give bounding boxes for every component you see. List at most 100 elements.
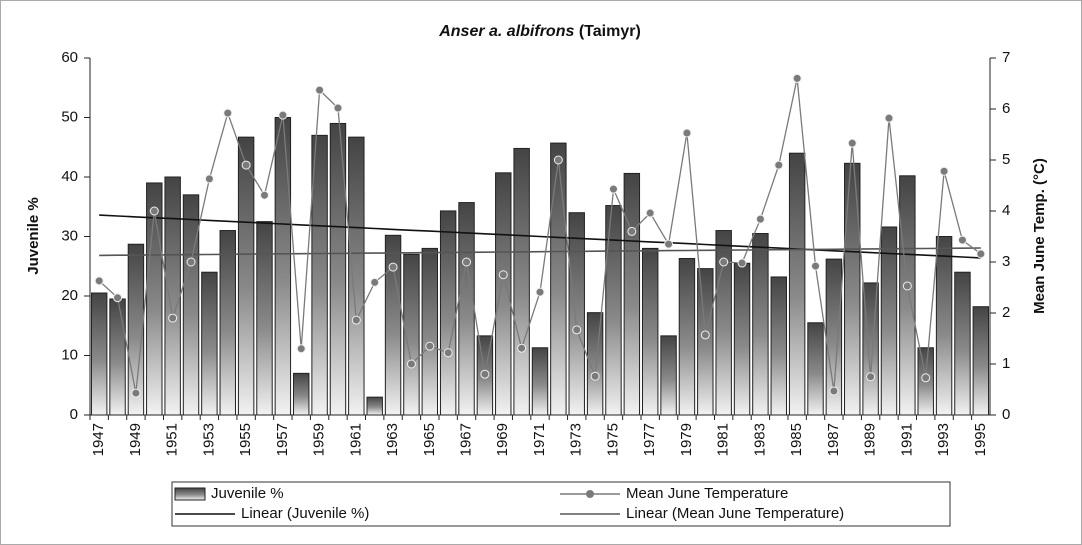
point [535, 287, 545, 297]
line [99, 214, 981, 259]
bar [201, 271, 218, 416]
bar [366, 396, 383, 416]
y2-tick-label: 6 [1002, 100, 1010, 117]
bar [733, 262, 751, 416]
point [168, 313, 178, 323]
point [939, 166, 949, 176]
x-tick-label: 1991 [898, 423, 915, 456]
point [517, 343, 527, 353]
x-tick-label: 1959 [311, 423, 328, 456]
point [792, 73, 802, 83]
x-tick-label: 1981 [715, 423, 732, 456]
bar [90, 292, 108, 416]
x-tick-label: 1967 [457, 423, 474, 456]
point [590, 371, 600, 381]
x-tick-label: 1979 [678, 423, 695, 456]
y2-tick-label: 5 [1002, 151, 1010, 168]
point [627, 226, 637, 236]
point [902, 281, 912, 291]
point [131, 388, 141, 398]
point [223, 108, 233, 118]
point [572, 325, 582, 335]
line [99, 247, 981, 257]
point [957, 235, 967, 245]
x-tick-label: 1949 [127, 423, 144, 456]
bar [697, 268, 714, 416]
bar [384, 234, 402, 416]
point [241, 160, 251, 170]
bar [623, 172, 641, 416]
y-tick-label: 30 [61, 227, 78, 244]
point [755, 214, 765, 224]
point [553, 155, 563, 165]
legend-label: Linear (Mean June Temperature) [626, 505, 844, 522]
point [333, 103, 343, 113]
x-tick-label: 1987 [825, 423, 842, 456]
x-tick-label: 1993 [935, 423, 952, 456]
x-tick-label: 1973 [568, 423, 585, 456]
y2-axis-title: Mean June Temp. (°C) [1031, 158, 1048, 314]
legend-label: Juvenile % [211, 485, 284, 502]
x-tick-label: 1989 [862, 423, 879, 456]
point [847, 138, 857, 148]
bar [219, 230, 236, 416]
bar [311, 134, 328, 416]
legend-label: Linear (Juvenile %) [241, 505, 369, 522]
title-species: Anser a. albifrons [438, 23, 574, 40]
bar [807, 322, 824, 416]
x-tick-label: 1977 [641, 423, 658, 456]
y2-tick-label: 3 [1002, 253, 1010, 270]
bar [531, 347, 549, 416]
legend-box [171, 481, 951, 527]
x-tick-label: 1963 [384, 423, 401, 456]
x-tick-label: 1955 [237, 423, 254, 456]
y-axis-title: Juvenile % [25, 197, 42, 275]
bar [109, 298, 126, 416]
point [645, 208, 655, 218]
point [921, 373, 931, 383]
bar [788, 152, 806, 416]
bar [935, 236, 953, 416]
point [406, 359, 416, 369]
y2-tick-label: 2 [1002, 304, 1010, 321]
point [186, 257, 196, 267]
point [829, 386, 839, 396]
y2-tick-label: 1 [1002, 355, 1010, 372]
x-tick-label: 1971 [531, 423, 548, 456]
point [682, 128, 692, 138]
point [204, 174, 214, 184]
legend-swatch [174, 487, 206, 501]
x-tick-label: 1957 [274, 423, 291, 456]
x-tick-label: 1975 [604, 423, 621, 456]
point [480, 369, 490, 379]
legend-marker [586, 490, 594, 498]
bar [568, 212, 585, 416]
x-tick-label: 1983 [751, 423, 768, 456]
point [976, 249, 986, 259]
bar [237, 136, 255, 416]
point [388, 262, 398, 272]
y-tick-label: 50 [61, 108, 78, 125]
point [498, 270, 508, 280]
bar [954, 271, 971, 416]
y-tick-label: 60 [61, 49, 78, 66]
point [719, 257, 729, 267]
bar [274, 117, 292, 416]
bar [182, 194, 200, 416]
point [884, 113, 894, 123]
point [149, 206, 159, 216]
point [774, 160, 784, 170]
point [443, 348, 453, 358]
x-tick-label: 1951 [164, 423, 181, 456]
point [296, 344, 306, 354]
y-tick-label: 10 [61, 346, 78, 363]
point [811, 261, 821, 271]
x-tick-label: 1961 [347, 423, 364, 456]
point [664, 239, 674, 249]
point [425, 341, 435, 351]
bar [439, 210, 457, 416]
point [259, 190, 269, 200]
point [113, 293, 123, 303]
point [315, 85, 325, 95]
